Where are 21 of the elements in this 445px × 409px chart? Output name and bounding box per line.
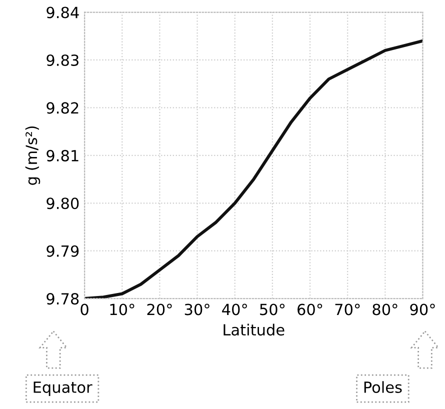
x-tick-label: 50° bbox=[260, 304, 285, 316]
x-tick-label: 20° bbox=[147, 304, 172, 316]
y-tick-label: 9.80 bbox=[46, 198, 79, 210]
x-tick-label: 30° bbox=[184, 304, 210, 316]
y-tick-label: 9.78 bbox=[46, 293, 79, 305]
y-tick-label: 9.79 bbox=[46, 245, 79, 257]
x-tick-label: 40° bbox=[222, 304, 247, 316]
x-tick-label: 80° bbox=[372, 304, 398, 316]
x-axis-title: Latitude bbox=[224, 324, 284, 336]
x-tick-label: 10° bbox=[110, 304, 134, 316]
y-tick-label: 9.81 bbox=[46, 150, 78, 162]
y-tick-label: 9.82 bbox=[46, 102, 78, 114]
x-tick-label: 70° bbox=[335, 304, 360, 316]
x-tick-label: 60° bbox=[298, 304, 322, 316]
text: Equator bbox=[34, 382, 92, 396]
y-tick-label: 9.83 bbox=[46, 54, 78, 66]
text: Poles bbox=[364, 381, 402, 393]
y-tick-label: 9.84 bbox=[46, 6, 79, 18]
x-tick-label: 0 bbox=[80, 304, 88, 316]
y-axis-title: g (m/s²) bbox=[25, 126, 40, 185]
x-tick-label: 90° bbox=[410, 304, 435, 316]
